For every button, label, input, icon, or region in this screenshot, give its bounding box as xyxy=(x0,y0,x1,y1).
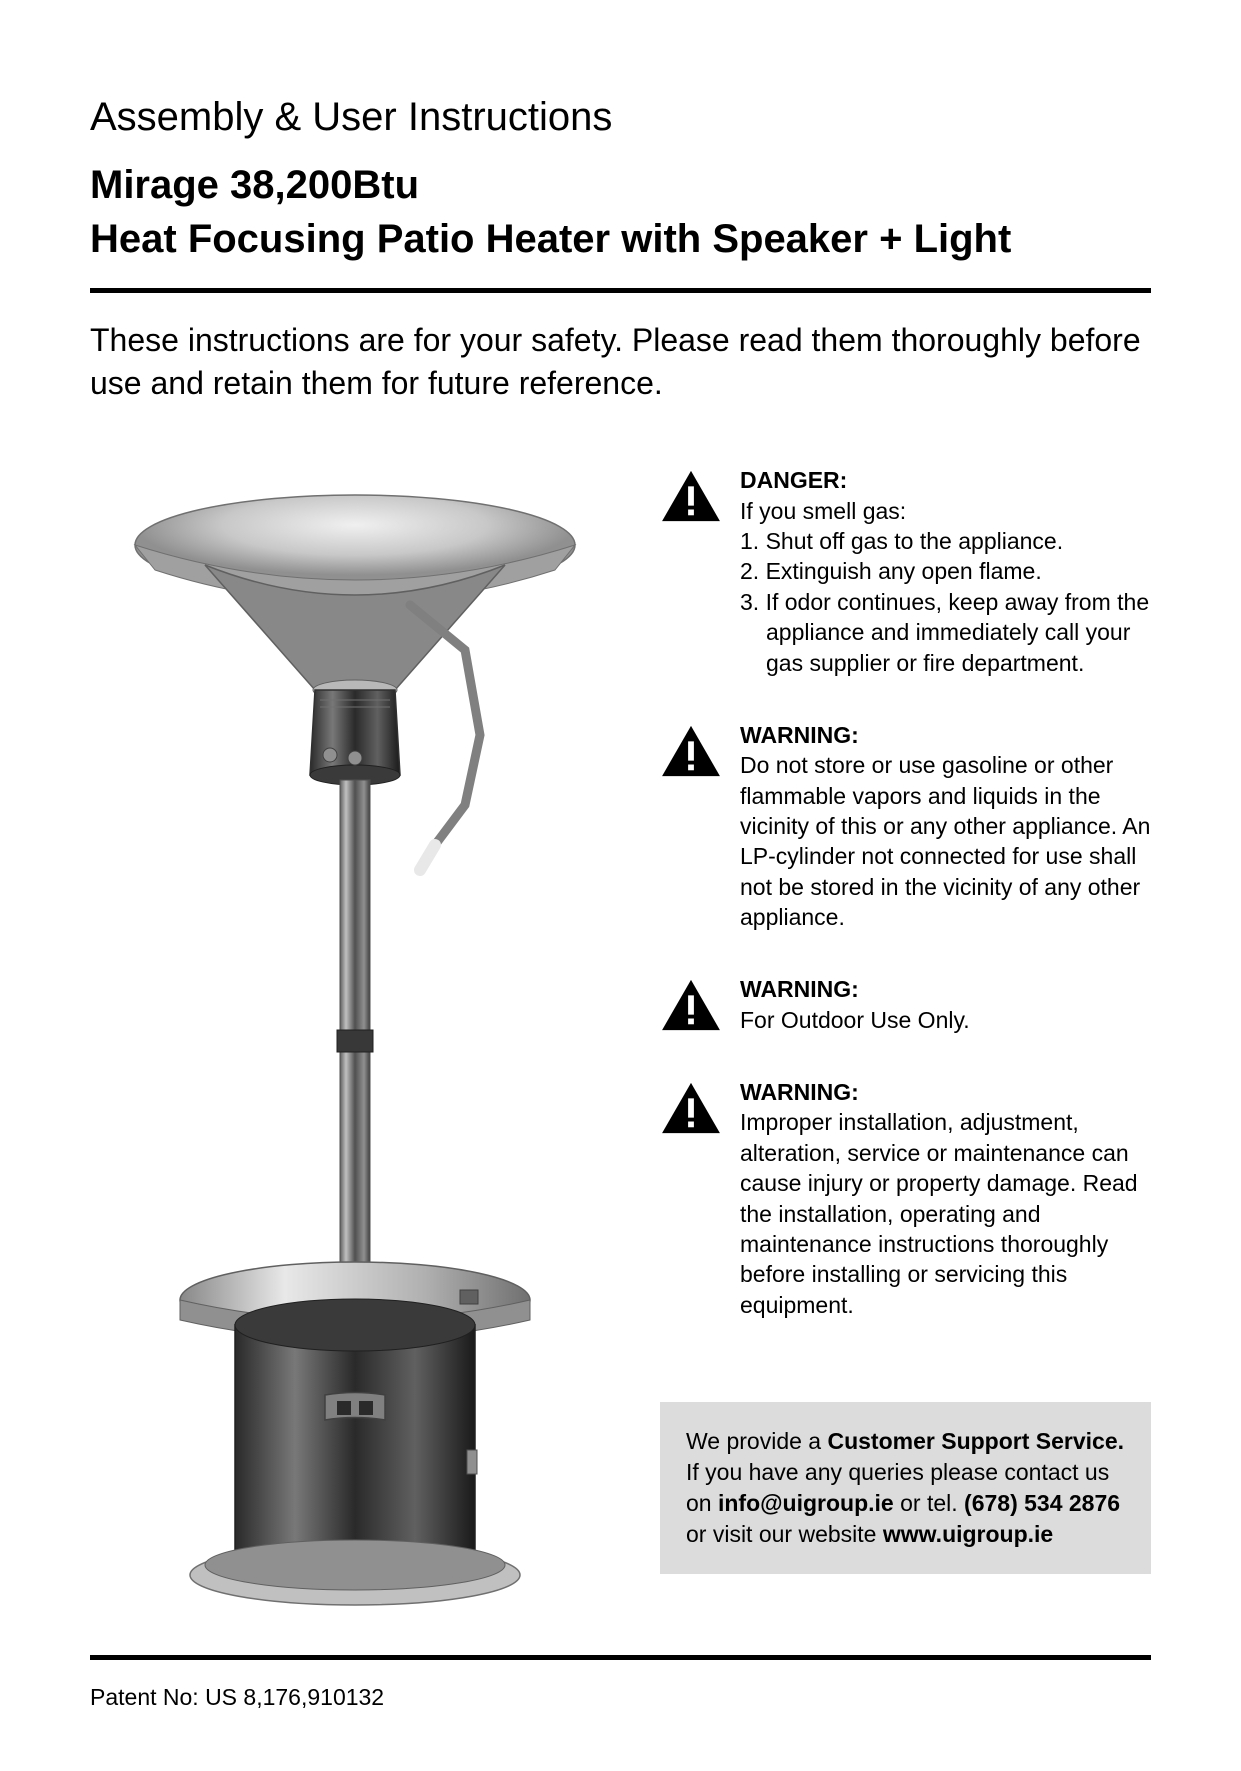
danger-block: DANGER: If you smell gas: 1. Shut off ga… xyxy=(660,465,1151,678)
intro-text: These instructions are for your safety. … xyxy=(90,319,1151,405)
warning-block-2: WARNING: For Outdoor Use Only. xyxy=(660,974,1151,1035)
footer-rule xyxy=(90,1655,1151,1660)
customer-support-box: We provide a Customer Support Service. I… xyxy=(660,1402,1151,1574)
warning-2-heading: WARNING: xyxy=(740,974,1151,1004)
product-title-line1: Mirage 38,200Btu xyxy=(90,163,419,207)
warning-triangle-icon xyxy=(660,978,722,1032)
product-image-column xyxy=(90,465,620,1615)
warning-block-3: WARNING: Improper installation, adjustme… xyxy=(660,1077,1151,1320)
danger-item-3: 3. If odor continues, keep away from the… xyxy=(740,587,1151,678)
support-line1a: We provide a xyxy=(686,1428,827,1454)
danger-item-2: 2. Extinguish any open flame. xyxy=(740,556,1151,586)
support-line3a: on xyxy=(686,1490,718,1516)
danger-subheading: If you smell gas: xyxy=(740,496,1151,526)
warnings-column: DANGER: If you smell gas: 1. Shut off ga… xyxy=(660,465,1151,1615)
product-title-line2: Heat Focusing Patio Heater with Speaker … xyxy=(90,217,1011,261)
warning-1-body: Do not store or use gasoline or other fl… xyxy=(740,750,1151,932)
warning-block-1: WARNING: Do not store or use gasoline or… xyxy=(660,720,1151,933)
warning-triangle-icon xyxy=(660,469,722,523)
support-line2: If you have any queries please contact u… xyxy=(686,1459,1109,1485)
warning-2-body: For Outdoor Use Only. xyxy=(740,1005,1151,1035)
support-email: info@uigroup.ie xyxy=(718,1490,894,1516)
document-type: Assembly & User Instructions xyxy=(90,95,1151,140)
warning-3-body: Improper installation, adjustment, alter… xyxy=(740,1107,1151,1320)
danger-item-1: 1. Shut off gas to the appliance. xyxy=(740,526,1151,556)
patent-number: Patent No: US 8,176,910132 xyxy=(90,1684,1151,1711)
patio-heater-illustration xyxy=(115,475,595,1615)
danger-heading: DANGER: xyxy=(740,465,1151,495)
support-website: www.uigroup.ie xyxy=(883,1521,1053,1547)
support-line1b: Customer Support Service. xyxy=(827,1428,1124,1454)
warning-3-heading: WARNING: xyxy=(740,1077,1151,1107)
product-title: Mirage 38,200Btu Heat Focusing Patio Hea… xyxy=(90,158,1151,266)
support-line3c: or tel. xyxy=(894,1490,964,1516)
warning-1-heading: WARNING: xyxy=(740,720,1151,750)
warning-triangle-icon xyxy=(660,724,722,778)
warning-triangle-icon xyxy=(660,1081,722,1135)
header-rule xyxy=(90,288,1151,293)
support-line4a: or visit our website xyxy=(686,1521,883,1547)
support-phone: (678) 534 2876 xyxy=(964,1490,1120,1516)
